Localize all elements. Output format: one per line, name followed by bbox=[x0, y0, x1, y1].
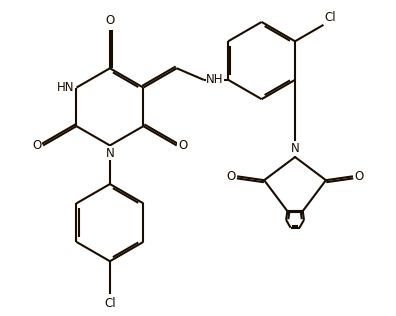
Text: O: O bbox=[354, 170, 364, 183]
Text: N: N bbox=[291, 142, 299, 155]
Text: O: O bbox=[105, 14, 114, 27]
Text: N: N bbox=[105, 147, 114, 160]
Text: O: O bbox=[178, 139, 187, 152]
Text: O: O bbox=[227, 170, 236, 183]
Text: Cl: Cl bbox=[325, 10, 336, 24]
Text: NH: NH bbox=[206, 73, 224, 86]
Text: HN: HN bbox=[56, 81, 74, 94]
Text: Cl: Cl bbox=[104, 297, 116, 310]
Text: O: O bbox=[32, 139, 42, 152]
